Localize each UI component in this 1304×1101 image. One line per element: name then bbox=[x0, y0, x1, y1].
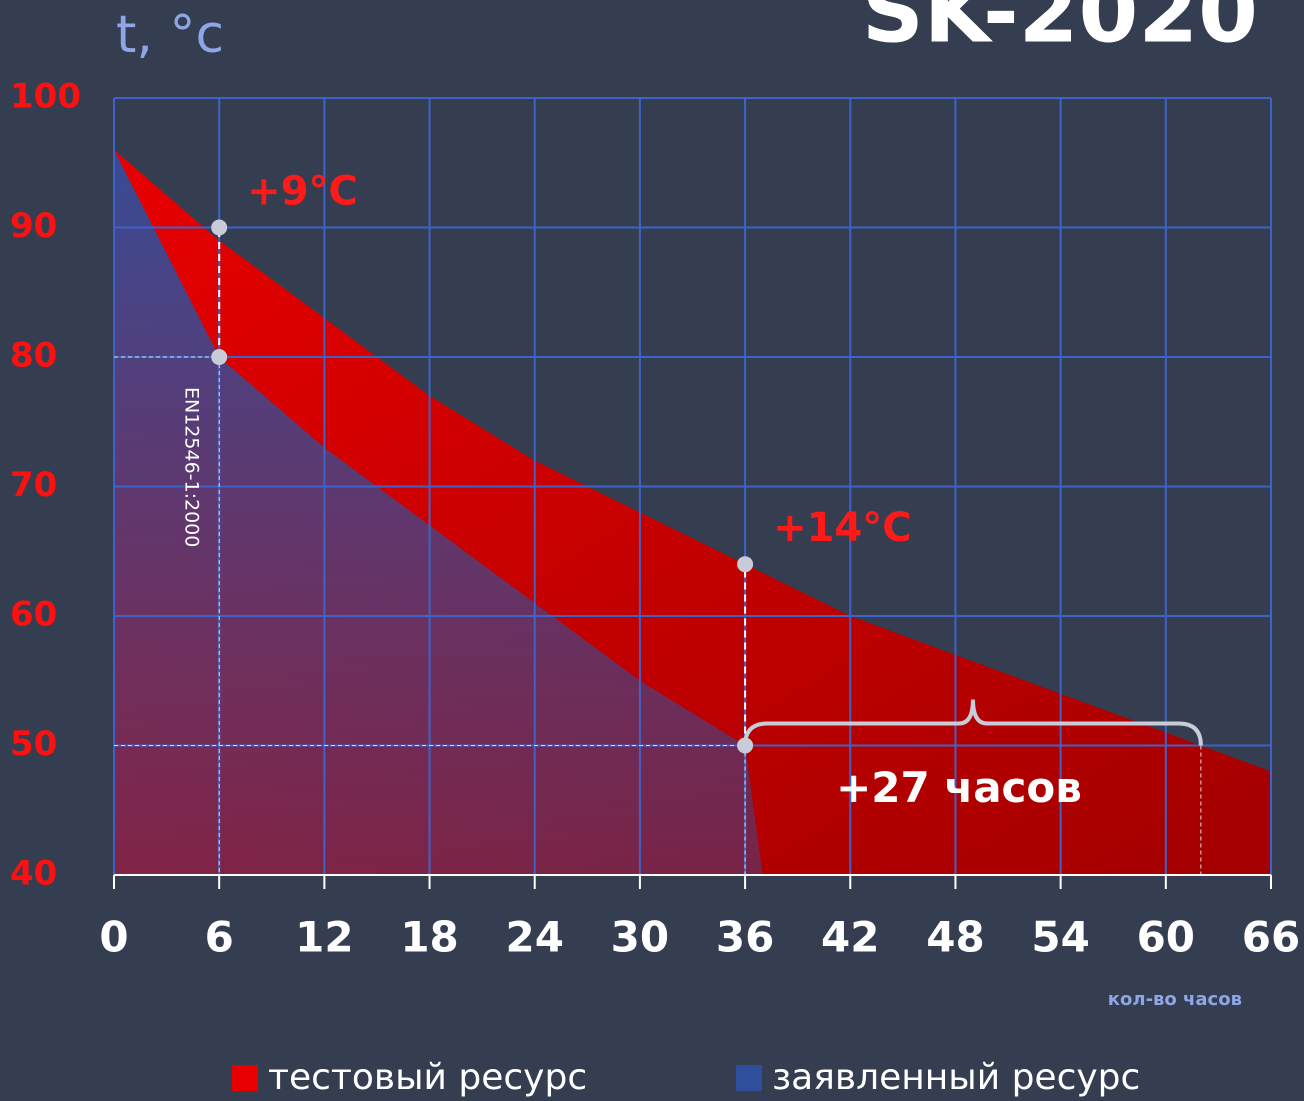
legend: тестовый ресурс заявленный ресурс bbox=[232, 1057, 1140, 1098]
x-tick-label: 54 bbox=[1031, 913, 1089, 962]
y-tick-label: 40 bbox=[10, 854, 57, 894]
x-tick-label: 6 bbox=[205, 913, 234, 962]
y-tick-label: 90 bbox=[10, 206, 57, 246]
x-tick-label: 66 bbox=[1242, 913, 1300, 962]
annotation-dot bbox=[211, 349, 228, 365]
bracket-label: +27 часов bbox=[836, 763, 1082, 812]
annotation-label: +9°C bbox=[247, 169, 358, 215]
legend-label: заявленный ресурс bbox=[772, 1057, 1140, 1098]
y-tick-label: 50 bbox=[10, 724, 57, 764]
y-tick-label: 70 bbox=[10, 465, 57, 505]
reference-label: EN12546-1:2000 bbox=[181, 387, 203, 547]
x-tick-label: 0 bbox=[99, 913, 128, 962]
chart-title: SK-2020 bbox=[862, 0, 1258, 62]
area bbox=[114, 149, 763, 876]
x-tick-label: 42 bbox=[821, 913, 879, 962]
legend-swatch bbox=[232, 1065, 258, 1091]
y-axis-label: t, °c bbox=[116, 5, 224, 65]
x-tick-label: 12 bbox=[295, 913, 353, 962]
x-tick-label: 24 bbox=[506, 913, 564, 962]
bracket bbox=[743, 699, 1203, 746]
x-tick-label: 30 bbox=[611, 913, 669, 962]
legend-swatch bbox=[736, 1065, 762, 1091]
annotation-dot bbox=[211, 219, 228, 236]
annotation-dot bbox=[737, 737, 754, 754]
x-tick-label: 18 bbox=[400, 913, 458, 962]
y-tick-label: 80 bbox=[10, 336, 57, 376]
y-tick-label: 60 bbox=[10, 595, 57, 635]
x-tick-label: 60 bbox=[1137, 913, 1195, 962]
x-tick-label: 36 bbox=[716, 913, 774, 962]
y-tick-label: 100 bbox=[10, 77, 81, 117]
legend-label: тестовый ресурс bbox=[268, 1057, 587, 1098]
annotation-label: +14°C bbox=[773, 505, 912, 551]
x-axis-label: кол-во часов bbox=[1108, 989, 1242, 1010]
x-tick-label: 48 bbox=[926, 913, 984, 962]
annotation-dot bbox=[737, 556, 754, 573]
